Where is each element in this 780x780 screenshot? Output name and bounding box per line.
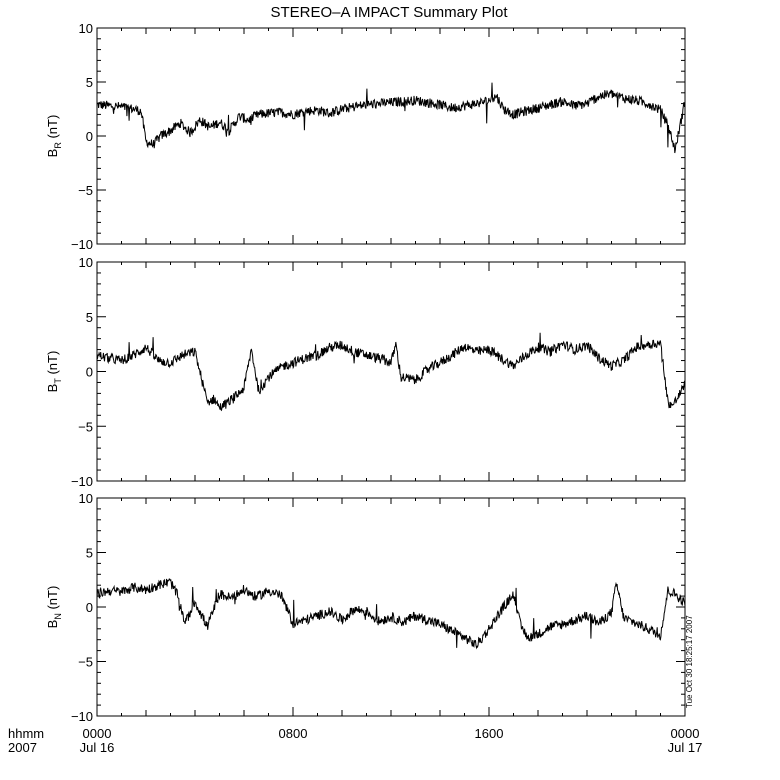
- time-format-label: hhmm: [8, 726, 44, 741]
- figure-title: STEREO–A IMPACT Summary Plot: [270, 4, 508, 21]
- y-tick-label: 0: [86, 129, 93, 144]
- y-axis-title: BR (nT): [45, 115, 63, 158]
- panel-br: 10 5 0 −5 −10 BR (nT): [45, 21, 686, 252]
- x-tick-label: 1600: [475, 726, 504, 741]
- y-tick-label: 5: [86, 546, 93, 561]
- y-tick-label: 0: [86, 600, 93, 615]
- y-tick-label: 10: [79, 491, 93, 506]
- x-tick-date-label: Jul 17: [668, 740, 703, 755]
- y-tick-label: 5: [86, 75, 93, 90]
- series-line-br: [96, 82, 686, 154]
- x-tick-label: 0000: [671, 726, 700, 741]
- timestamp-label: Tue Oct 30 18:25:17 2007: [685, 615, 694, 708]
- y-tick-label: 10: [79, 255, 93, 270]
- series-line-bn: [96, 578, 686, 650]
- y-tick-label: −5: [78, 419, 93, 434]
- panel-bn: 10 5 0 −5 −10 BN (nT): [45, 491, 686, 724]
- y-tick-label: −5: [78, 655, 93, 670]
- panel-bt: 10 5 0 −5 −10 BT (nT): [45, 255, 686, 489]
- y-tick-label: −10: [71, 709, 93, 724]
- plot-frame: [96, 261, 686, 482]
- series-line-bt: [96, 332, 686, 412]
- x-tick-date-label: Jul 16: [80, 740, 115, 755]
- x-tick-label: 0800: [279, 726, 308, 741]
- plot-frame: [96, 27, 686, 245]
- plot-frame: [96, 497, 686, 717]
- y-tick-label: −10: [71, 237, 93, 252]
- x-tick-label: 0000: [83, 726, 112, 741]
- y-tick-label: −10: [71, 474, 93, 489]
- y-tick-label: 10: [79, 21, 93, 36]
- y-tick-label: −5: [78, 183, 93, 198]
- year-label: 2007: [8, 740, 37, 755]
- y-axis-title: BN (nT): [45, 586, 63, 629]
- y-tick-label: 0: [86, 365, 93, 380]
- y-tick-label: 5: [86, 310, 93, 325]
- panels: 10 5 0 −5 −10 BR (nT) 10 5 0 −5 −10 BT (nT) 10 5 0 −5 −1…: [45, 21, 686, 724]
- y-axis-title: BT (nT): [45, 351, 63, 393]
